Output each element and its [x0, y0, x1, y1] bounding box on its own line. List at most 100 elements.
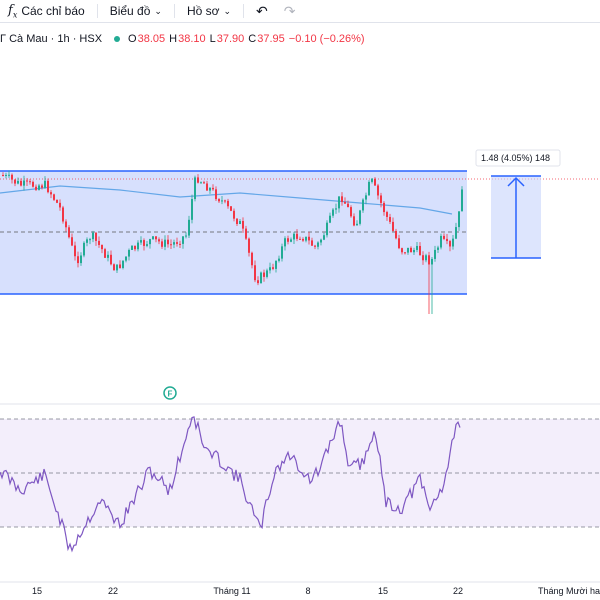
candle-body [134, 245, 136, 250]
candle-body [293, 233, 295, 240]
candle-body [362, 199, 364, 211]
candle-body [254, 265, 256, 281]
candle-body [329, 215, 331, 223]
candle-body [380, 195, 382, 203]
candle-body [92, 232, 94, 240]
open-value: 38.05 [137, 33, 166, 45]
candle-body [44, 180, 46, 188]
candle-body [377, 185, 379, 196]
candle-body [173, 242, 175, 245]
candle-body [206, 183, 208, 191]
candle-body [35, 186, 37, 190]
candle-body [317, 242, 319, 247]
candle-body [143, 240, 145, 246]
chevron-down-icon: ⌄ [154, 5, 162, 16]
candle-body [236, 218, 238, 225]
candle-body [119, 264, 121, 268]
redo-button[interactable]: ↷ [276, 0, 304, 22]
candle-body [32, 181, 34, 187]
candle-body [281, 246, 283, 259]
candle-body [401, 248, 403, 253]
candle-body [212, 187, 214, 190]
close-value: 37.95 [257, 33, 285, 45]
candle-body [20, 180, 22, 186]
candle-body [311, 240, 313, 246]
candles-group [2, 170, 463, 314]
candle-body [47, 180, 49, 193]
candle-body [410, 247, 412, 253]
candle-body [428, 255, 430, 265]
candle-body [398, 238, 400, 249]
candle-body [200, 182, 202, 184]
candle-body [365, 195, 367, 200]
candle-body [221, 200, 223, 202]
candle-body [95, 232, 97, 241]
template-button[interactable]: Hồ sơ ⌄ [179, 0, 239, 22]
candle-body [242, 220, 244, 229]
candle-body [434, 249, 436, 259]
candle-body [218, 199, 220, 202]
measure-label: 1.48 (4.05%) 148 [481, 153, 550, 163]
candle-body [122, 260, 124, 268]
candle-body [455, 227, 457, 239]
candle-body [170, 244, 172, 246]
candle-body [185, 235, 187, 237]
candle-body [257, 280, 259, 284]
chart-type-button[interactable]: Biểu đồ ⌄ [102, 0, 170, 22]
candle-body [86, 239, 88, 243]
candle-body [425, 255, 427, 261]
candle-body [125, 256, 127, 261]
candle-body [269, 267, 271, 271]
candle-body [320, 239, 322, 243]
candle-body [194, 177, 196, 200]
candle-body [407, 247, 409, 253]
candle-body [161, 241, 163, 247]
time-axis-label: Tháng 11 [213, 586, 250, 596]
candle-body [101, 244, 103, 250]
candle-body [140, 240, 142, 243]
redo-icon: ↷ [283, 2, 296, 19]
candle-body [62, 207, 64, 222]
candle-body [71, 237, 73, 246]
candle-body [128, 249, 130, 257]
candle-body [209, 187, 211, 191]
symbol-title[interactable]: Γ Cà Mau · 1h · HSX [0, 33, 103, 45]
toolbar-divider [243, 4, 245, 18]
chart-legend: Γ Cà Mau · 1h · HSX O 38.05 H 38.10 L 37.90… [0, 30, 365, 48]
candle-body [305, 236, 307, 241]
low-label: L [209, 33, 216, 45]
candle-body [290, 239, 292, 242]
time-axis-label: 15 [378, 586, 388, 596]
measure-label-box [475, 149, 561, 167]
undo-button[interactable]: ↶ [248, 0, 276, 22]
candle-body [461, 189, 463, 212]
candle-body [29, 181, 31, 183]
low-value: 37.90 [216, 33, 245, 45]
change-value: −0.10 (−0.26%) [288, 33, 365, 45]
candle-body [8, 174, 10, 176]
candle-body [449, 241, 451, 247]
time-axis-label: 22 [453, 586, 463, 596]
event-marker-icon[interactable] [163, 386, 177, 400]
candle-body [158, 239, 160, 242]
candle-body [275, 260, 277, 269]
candle-body [248, 238, 250, 253]
high-value: 38.10 [178, 33, 206, 45]
candle-body [341, 196, 343, 202]
candle-body [263, 272, 265, 277]
candle-body [74, 245, 76, 257]
time-axis-label: 8 [305, 586, 310, 596]
candle-body [287, 238, 289, 242]
event-marker-label: F [168, 390, 173, 399]
candle-body [359, 210, 361, 224]
candle-body [413, 249, 415, 253]
indicators-button[interactable]: fx Các chỉ báo [0, 0, 93, 22]
candle-body [107, 254, 109, 258]
high-label: H [169, 33, 178, 45]
channel-rectangle[interactable] [0, 171, 467, 294]
candle-body [56, 199, 58, 203]
candle-body [14, 179, 16, 184]
candle-body [188, 219, 190, 236]
candle-body [227, 200, 229, 207]
